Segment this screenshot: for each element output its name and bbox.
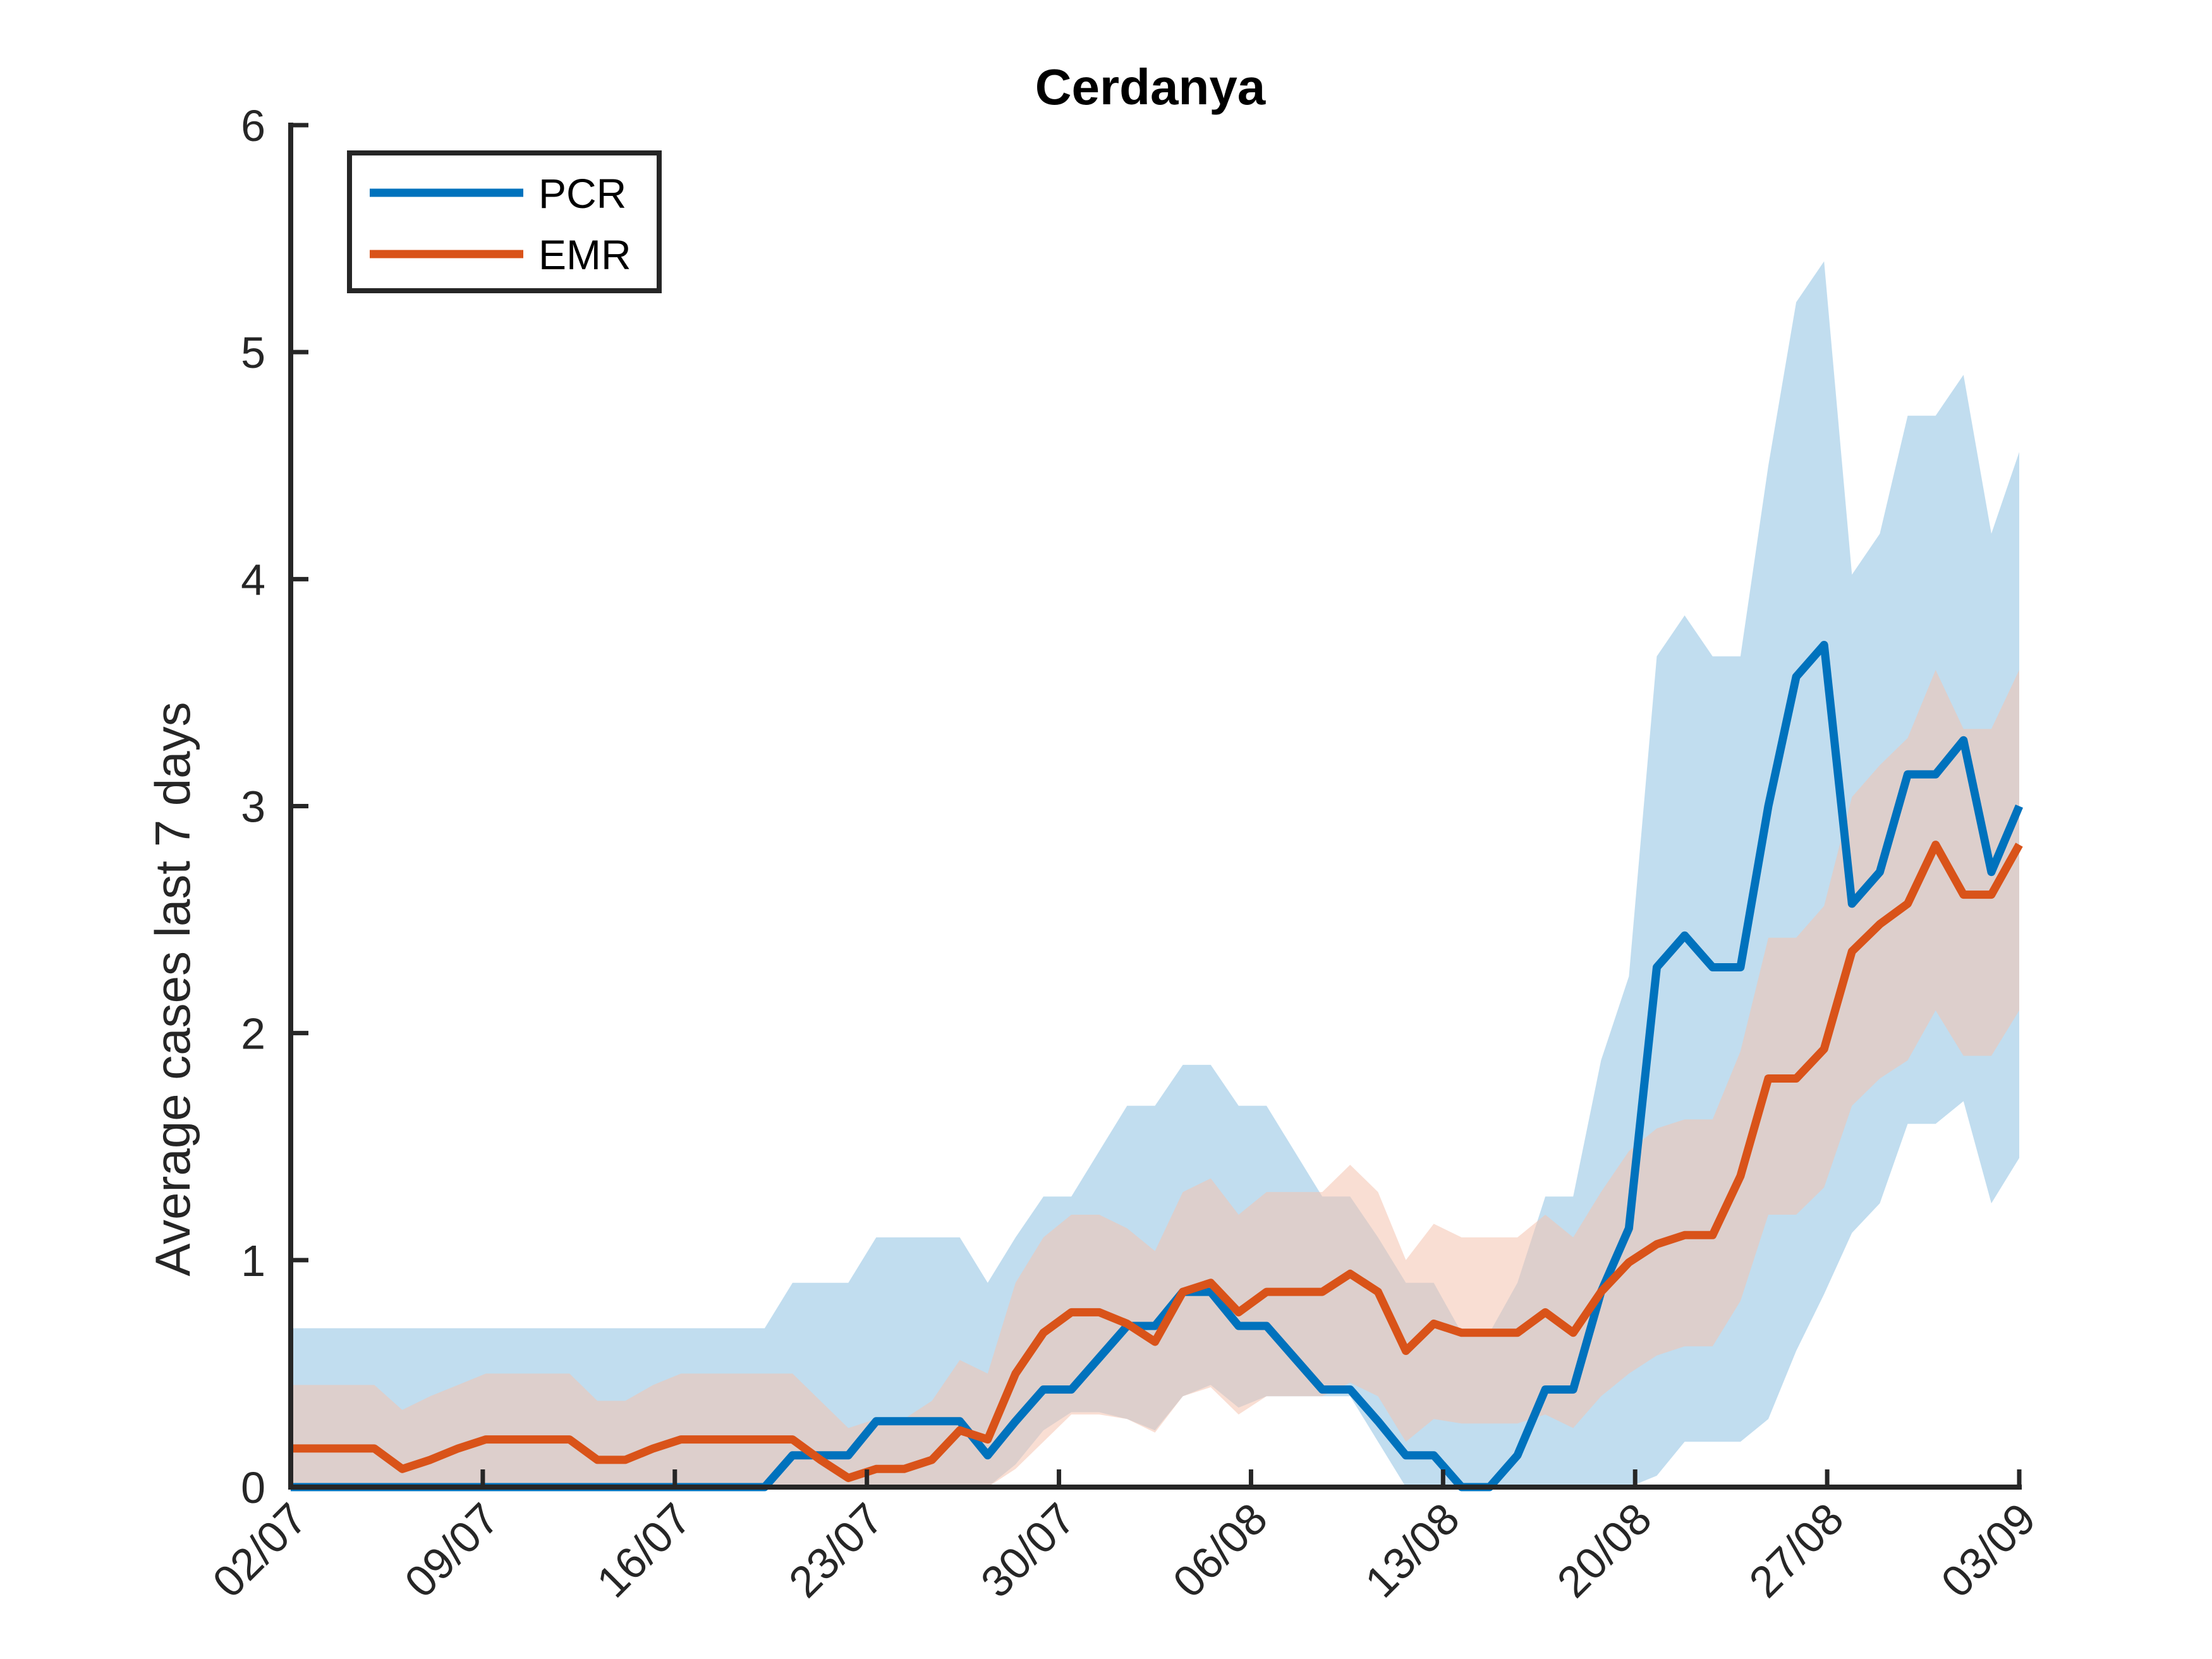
y-tick-label: 3 <box>241 782 265 832</box>
y-tick-label: 1 <box>241 1236 265 1285</box>
legend-label-emr: EMR <box>538 231 631 278</box>
y-tick-label: 2 <box>241 1009 265 1059</box>
legend-box <box>347 150 662 293</box>
y-tick-label: 4 <box>241 555 265 604</box>
y-tick-label: 0 <box>241 1463 265 1512</box>
chart-title: Cerdanya <box>1035 59 1266 115</box>
y-tick-label: 5 <box>241 328 265 377</box>
y-axis-label: Average cases last 7 days <box>145 702 200 1276</box>
line-emr <box>291 841 2023 1483</box>
y-tick-label: 6 <box>241 101 265 150</box>
legend-label-pcr: PCR <box>538 170 626 217</box>
band-emr <box>291 670 2019 1487</box>
legend: PCR EMR <box>347 150 662 293</box>
confidence-bands <box>291 261 2019 1487</box>
band-pcr <box>291 261 2019 1487</box>
